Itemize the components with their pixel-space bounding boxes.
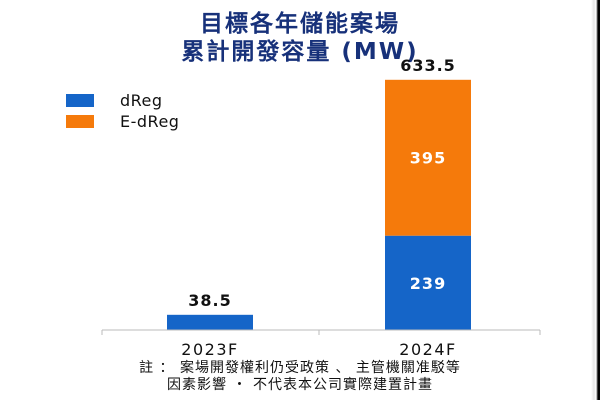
chart-title-line-1: 目標各年儲能案場 xyxy=(200,11,400,37)
legend-item-e-dreg: E-dReg xyxy=(66,111,179,131)
page-edge xyxy=(591,0,600,400)
total-label-2024f: 633.5 xyxy=(400,56,456,75)
total-label-2023f: 38.5 xyxy=(188,291,231,310)
segment-label-2024f-e-dreg: 395 xyxy=(410,149,446,168)
legend-item-dreg: dReg xyxy=(66,90,163,110)
x-tick-label-2024f: 2024F xyxy=(399,340,456,359)
legend-label-dreg: dReg xyxy=(120,90,163,110)
x-tick-label-2023f: 2023F xyxy=(181,340,238,359)
chart-title-line-2: 累計開發容量 (MW) xyxy=(181,39,419,65)
legend-swatch-dreg xyxy=(66,93,94,107)
bar-2024f-dreg xyxy=(385,235,471,330)
segment-label-2024f-dreg: 239 xyxy=(410,274,446,293)
bar-2024f-e-dreg xyxy=(385,79,471,236)
legend-swatch-e-dreg xyxy=(66,114,94,128)
footnote-line-1: 註 ： 案場開發權利仍受政策 、 主管機關准駁等 xyxy=(139,360,461,376)
bar-2023f-dreg xyxy=(167,314,253,330)
footnote-line-2: 因素影響 ・ 不代表本公司實際建置計畫 xyxy=(167,377,433,393)
legend-label-e-dreg: E-dReg xyxy=(120,111,180,131)
